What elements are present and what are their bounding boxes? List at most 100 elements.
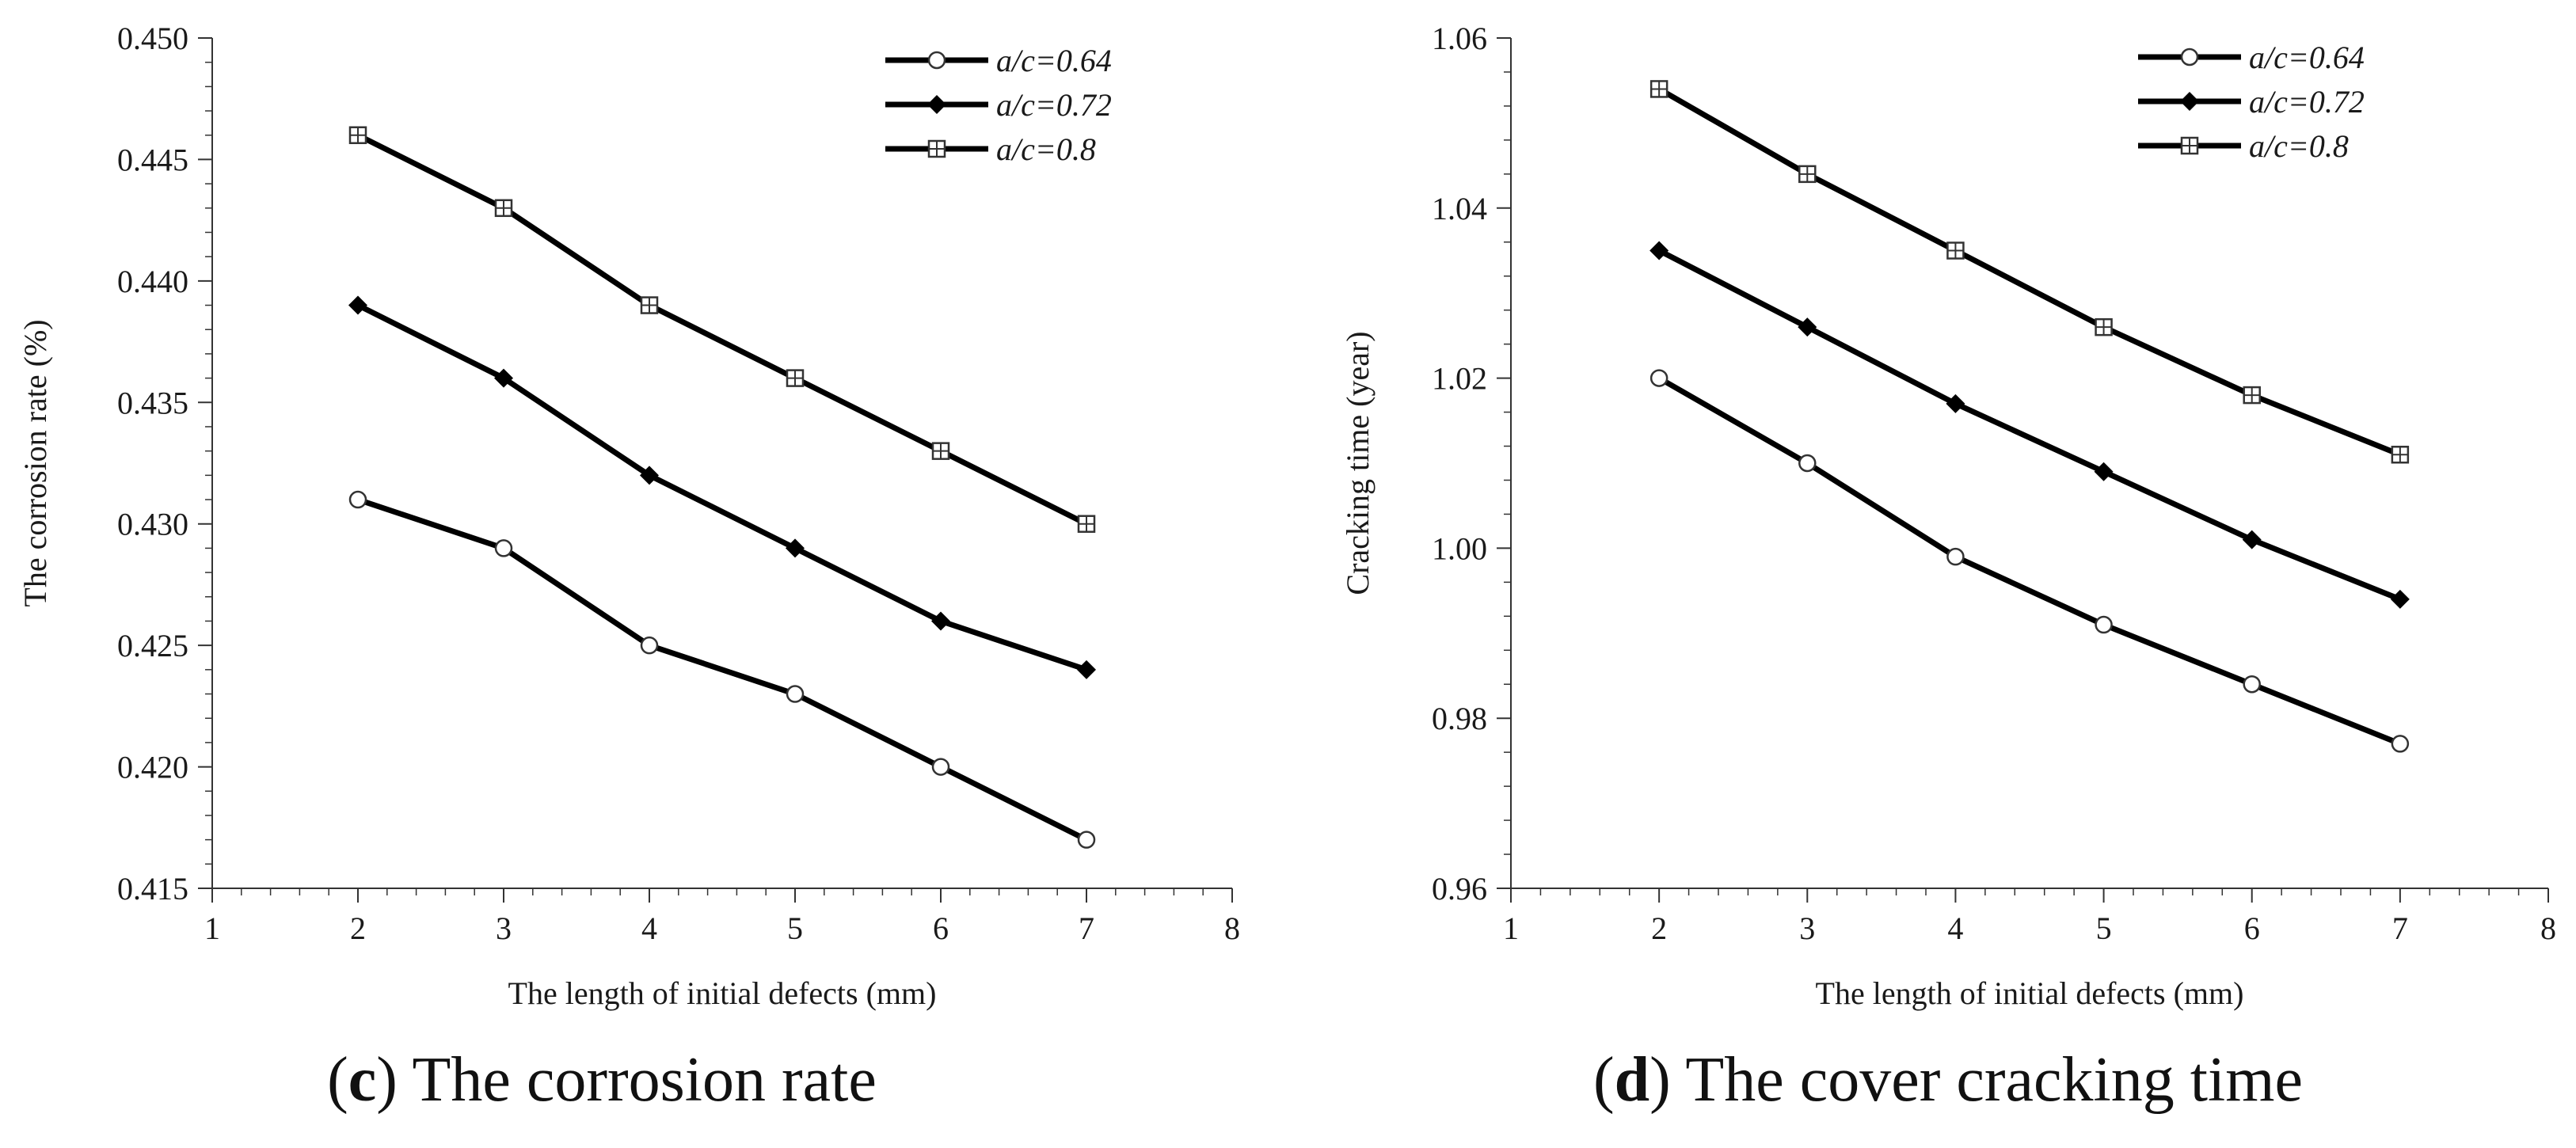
data-point <box>1798 317 1817 337</box>
series-line <box>1657 248 2402 603</box>
series-a/c=0.72 <box>348 295 1096 679</box>
y-axis-label: The corrosion rate (%) <box>17 319 53 606</box>
y-tick-label: 0.435 <box>117 385 188 420</box>
legend-label: a/c=0.72 <box>2249 84 2365 120</box>
x-axis-label: The length of initial defects (mm) <box>1816 975 2244 1011</box>
series-line <box>356 132 1088 526</box>
data-point <box>1946 241 1965 260</box>
x-tick-label: 3 <box>496 910 512 946</box>
legend-marker <box>2180 48 2199 67</box>
x-tick-label: 4 <box>641 910 657 946</box>
data-point <box>494 539 513 557</box>
data-point <box>786 685 805 703</box>
y-tick-label: 0.425 <box>117 628 188 663</box>
legend-marker <box>2180 92 2199 111</box>
data-point <box>786 369 805 387</box>
data-point <box>1649 241 1669 260</box>
x-tick-label: 6 <box>2244 910 2260 946</box>
data-point <box>1798 165 1817 184</box>
legend: a/c=0.64 a/c=0.72 a/c=0.8 <box>885 43 1112 167</box>
data-point <box>1077 660 1096 679</box>
series-a/c=0.64 <box>348 490 1096 849</box>
y-tick-label: 1.04 <box>1432 191 1487 226</box>
x-axis-label: The length of initial defects (mm) <box>508 975 937 1011</box>
series-a/c=0.8 <box>1649 80 2410 464</box>
data-point <box>1946 547 1965 566</box>
series-line <box>1657 375 2402 747</box>
legend-label: a/c=0.8 <box>996 131 1096 167</box>
data-point <box>2390 589 2410 609</box>
x-tick-label: 1 <box>204 910 220 946</box>
x-tick-label: 7 <box>2392 910 2408 946</box>
series-line <box>356 496 1088 842</box>
data-point <box>2094 462 2114 481</box>
x-tick-label: 1 <box>1503 910 1519 946</box>
x-tick-label: 5 <box>787 910 803 946</box>
y-tick-label: 1.06 <box>1432 21 1487 56</box>
legend-marker <box>927 95 946 114</box>
series-a/c=0.64 <box>1649 369 2410 753</box>
x-tick-label: 2 <box>1651 910 1667 946</box>
data-point <box>2095 615 2113 634</box>
legend-marker <box>2180 136 2199 155</box>
panel-caption: (d) The cover cracking time <box>1593 1045 2303 1115</box>
caption-letter: d <box>1615 1045 1650 1115</box>
y-tick-label: 0.98 <box>1432 701 1487 736</box>
data-point <box>640 636 659 655</box>
series-line <box>1657 86 2402 458</box>
x-tick-label: 3 <box>1799 910 1815 946</box>
y-tick-label: 1.00 <box>1432 530 1487 566</box>
y-tick-label: 1.02 <box>1432 361 1487 397</box>
data-point <box>348 490 367 509</box>
data-point <box>2243 386 2261 405</box>
data-point <box>494 199 513 218</box>
y-tick-label: 0.430 <box>117 507 188 542</box>
x-tick-label: 8 <box>1224 910 1240 946</box>
legend-marker <box>927 139 946 158</box>
data-point <box>931 611 950 631</box>
data-point <box>2391 735 2410 753</box>
x-tick-label: 4 <box>1947 910 1963 946</box>
x-tick-label: 7 <box>1079 910 1094 946</box>
data-point <box>1946 393 1965 413</box>
data-point <box>1077 515 1096 533</box>
y-tick-label: 0.415 <box>117 871 188 907</box>
legend-label: a/c=0.72 <box>996 87 1112 123</box>
legend: a/c=0.64 a/c=0.72 a/c=0.8 <box>2138 40 2365 164</box>
data-point <box>494 368 513 388</box>
data-point <box>786 538 805 558</box>
y-tick-label: 0.445 <box>117 142 188 177</box>
data-point <box>2242 530 2262 549</box>
y-tick-label: 0.440 <box>117 264 188 299</box>
x-tick-label: 8 <box>2540 910 2556 946</box>
data-point <box>2095 317 2113 336</box>
chart-panel-c: 0.415 0.420 0.425 0.430 0.435 0.440 0.445 0.450… <box>17 21 1240 1115</box>
series-a/c=0.72 <box>1649 241 2410 609</box>
data-point <box>931 442 950 460</box>
legend-marker <box>927 51 946 70</box>
data-point <box>640 466 659 485</box>
legend-label: a/c=0.64 <box>996 43 1112 78</box>
y-tick-label: 0.96 <box>1432 871 1487 907</box>
x-tick-label: 2 <box>350 910 366 946</box>
y-tick-label: 0.420 <box>117 750 188 785</box>
y-tick-label: 0.450 <box>117 21 188 56</box>
data-point <box>348 295 367 315</box>
chart-panel-d: 0.96 0.98 1.00 1.02 1.04 1.06 1 2 3 4 5 6 7 8 The leng… <box>1340 21 2556 1115</box>
data-point <box>2391 446 2410 464</box>
legend-label: a/c=0.64 <box>2249 40 2365 75</box>
legend-label: a/c=0.8 <box>2249 128 2349 164</box>
x-tick-label: 5 <box>2096 910 2112 946</box>
y-axis-label: Cracking time (year) <box>1340 331 1376 595</box>
series-a/c=0.8 <box>348 126 1096 533</box>
data-point <box>348 126 367 144</box>
data-point <box>1649 80 1669 98</box>
x-tick-label: 6 <box>933 910 949 946</box>
data-point <box>1649 369 1669 387</box>
data-point <box>931 758 950 776</box>
data-point <box>2243 675 2261 694</box>
data-point <box>1798 454 1817 473</box>
series-line <box>356 302 1088 673</box>
data-point <box>1077 831 1096 849</box>
